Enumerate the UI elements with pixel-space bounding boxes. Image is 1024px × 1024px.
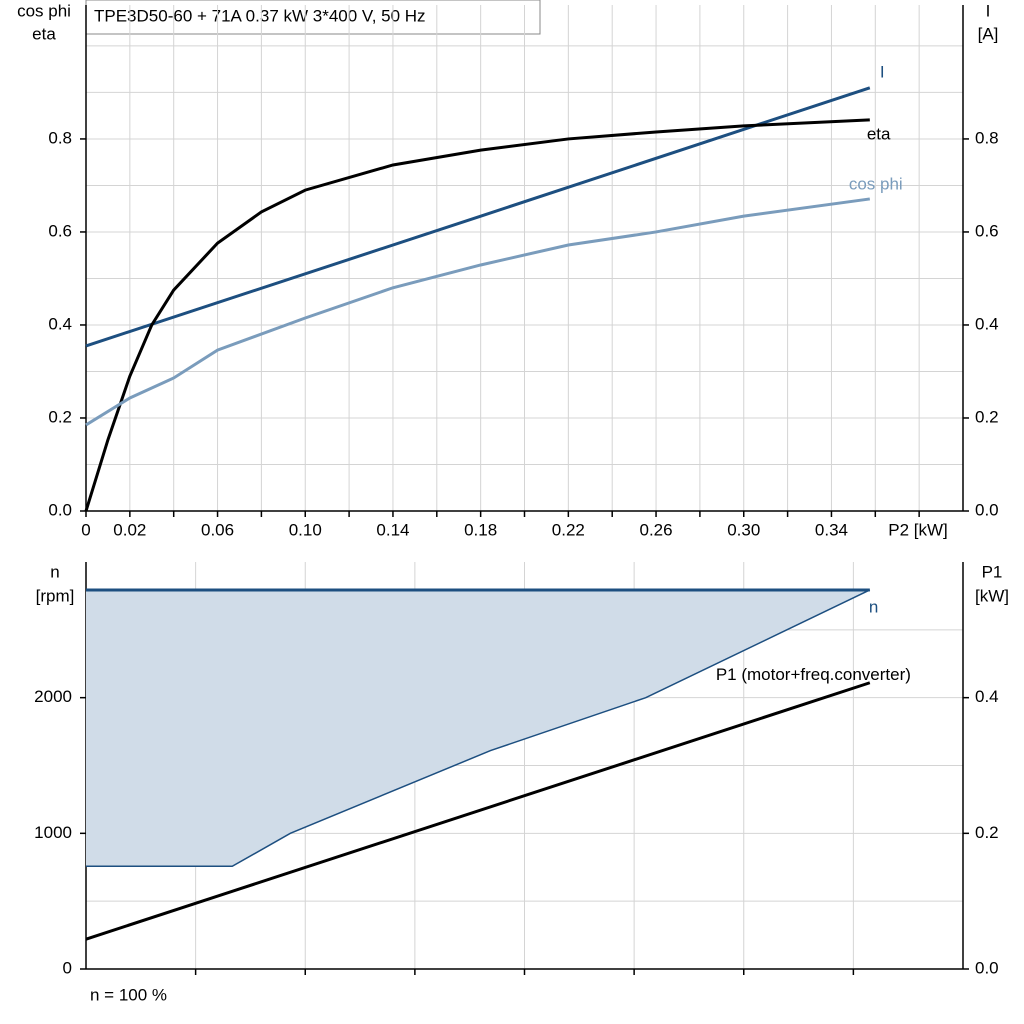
area (86, 589, 870, 867)
series-line (85, 197, 871, 427)
y2-axis-label: [A] (978, 24, 999, 43)
series-label: eta (867, 124, 891, 143)
y-tick-label: 0.8 (48, 128, 72, 147)
y-tick-label: 0 (63, 958, 72, 977)
y2-axis-label: [kW] (975, 586, 1009, 605)
x-tick-label: 0.10 (289, 520, 322, 539)
series-line (85, 681, 871, 941)
series-line (86, 589, 871, 868)
x-axis-label: P2 [kW] (888, 520, 948, 539)
title-box (85, 0, 541, 35)
x-tick-label: 0 (81, 520, 90, 539)
y2-tick-label: 0.6 (975, 221, 999, 240)
y-tick-label: 2000 (34, 687, 72, 706)
y2-tick-label: 0.0 (975, 500, 999, 519)
y-tick-label: 1000 (34, 823, 72, 842)
x-tick-label: 0.26 (640, 520, 673, 539)
x-tick-label: 0.02 (113, 520, 146, 539)
y2-tick-label: 0.2 (975, 407, 999, 426)
series-label: P1 (motor+freq.converter) (716, 665, 911, 684)
series-label: cos phi (849, 174, 903, 193)
y-axis-label: cos phi (17, 1, 71, 20)
x-tick-label: 0.22 (552, 520, 585, 539)
y2-axis-label: P1 (982, 562, 1003, 581)
x-tick-label: 0.06 (201, 520, 234, 539)
note: n = 100 % (90, 985, 167, 1004)
y-tick-label: 0.6 (48, 221, 72, 240)
y2-tick-label: 0.2 (975, 823, 999, 842)
y-tick-label: 0.0 (48, 500, 72, 519)
series-line (85, 86, 871, 348)
x-tick-label: 0.14 (376, 520, 409, 539)
series-label: n (869, 597, 878, 616)
y2-tick-label: 0.4 (975, 687, 999, 706)
y2-tick-label: 0.0 (975, 958, 999, 977)
x-tick-label: 0.34 (815, 520, 848, 539)
y2-tick-label: 0.4 (975, 314, 999, 333)
chart-title: TPE3D50-60 + 71A 0.37 kW 3*400 V, 50 Hz (94, 6, 426, 25)
y-axis-label: eta (32, 24, 56, 43)
x-tick-label: 0.30 (727, 520, 760, 539)
series-line (84, 118, 870, 512)
y-tick-label: 0.4 (48, 314, 72, 333)
x-tick-label: 0.18 (464, 520, 497, 539)
y-axis-label: [rpm] (36, 586, 75, 605)
y2-tick-label: 0.8 (975, 128, 999, 147)
y-axis-label: n (50, 562, 59, 581)
series-label: I (880, 62, 885, 81)
y2-axis-label: I (986, 1, 991, 20)
y-tick-label: 0.2 (48, 407, 72, 426)
